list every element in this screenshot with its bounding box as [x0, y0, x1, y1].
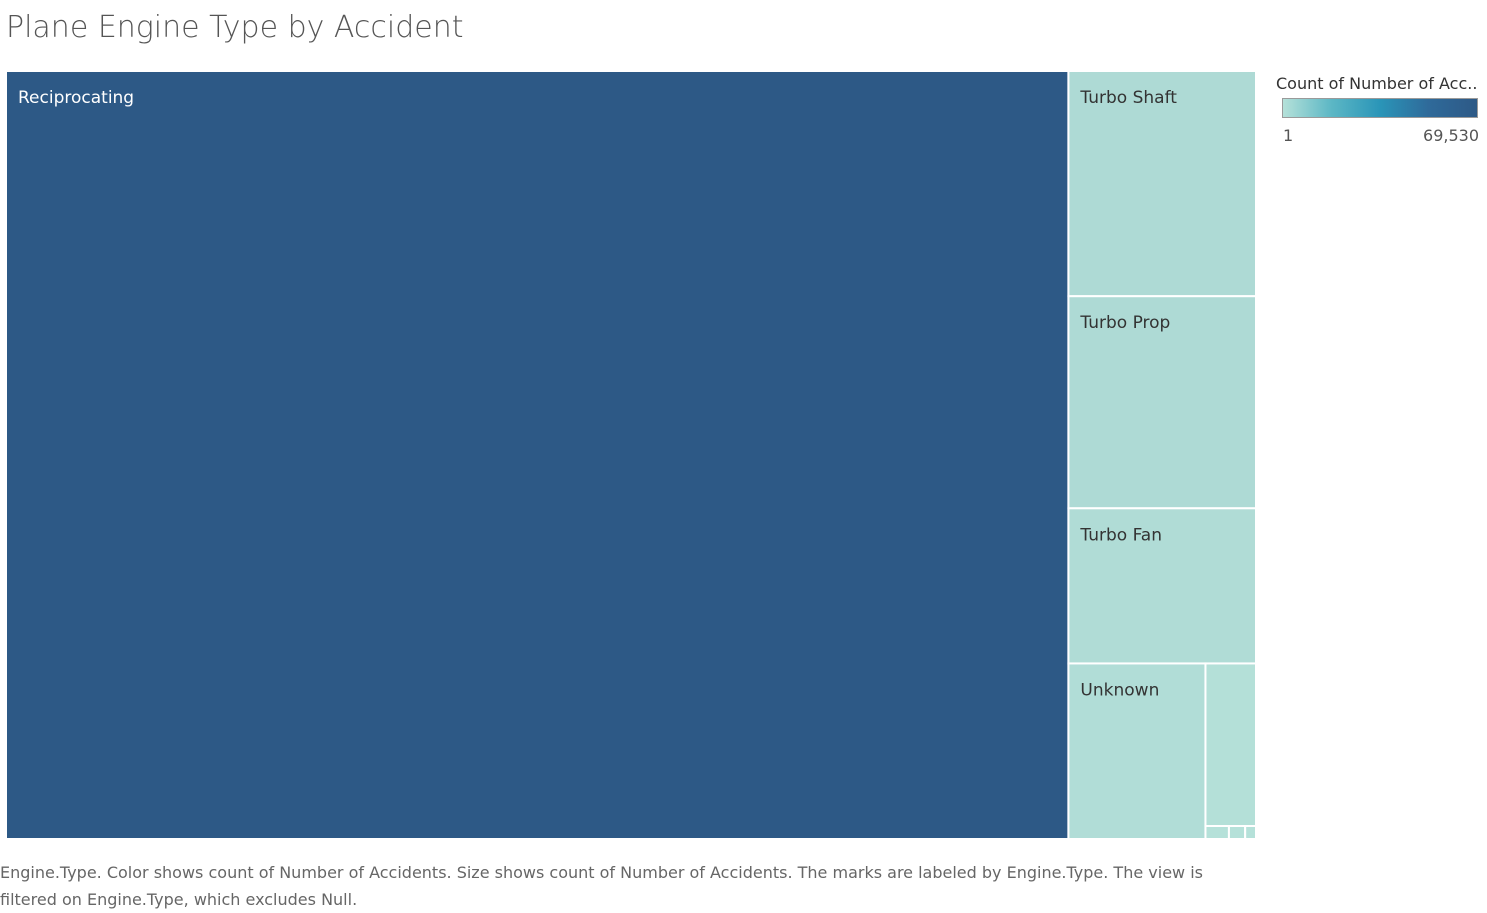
legend-scale: 1 69,530	[1283, 126, 1479, 146]
chart-title: Plane Engine Type by Accident	[6, 10, 464, 45]
treemap-cell-reciprocating[interactable]	[5, 70, 1070, 840]
treemap-cell-unlabeled-6[interactable]	[1204, 824, 1230, 841]
legend-min-label: 1	[1283, 126, 1294, 145]
treemap-label-turbo-shaft: Turbo Shaft	[1079, 88, 1177, 108]
legend-color-ramp	[1282, 98, 1478, 118]
treemap-cell-unlabeled-8[interactable]	[1244, 824, 1258, 841]
treemap-label-turbo-prop: Turbo Prop	[1079, 313, 1170, 333]
color-legend: Count of Number of Acc.. 1 69,530	[1276, 74, 1484, 146]
chart-caption: Engine.Type. Color shows count of Number…	[0, 863, 1203, 909]
treemap-label-unknown: Unknown	[1080, 680, 1159, 700]
legend-max-label: 69,530	[1423, 126, 1479, 145]
treemap-cell-unknown[interactable]	[1067, 662, 1207, 840]
treemap-label-reciprocating: Reciprocating	[18, 88, 134, 108]
treemap-cell-unlabeled-5[interactable]	[1204, 662, 1258, 827]
treemap-cell-turbo-fan[interactable]	[1067, 507, 1258, 665]
legend-title: Count of Number of Acc..	[1276, 74, 1478, 93]
treemap-cell-turbo-shaft[interactable]	[1067, 70, 1258, 298]
treemap-label-turbo-fan: Turbo Fan	[1079, 525, 1162, 545]
treemap-cell-unlabeled-7[interactable]	[1227, 824, 1247, 841]
treemap-cell-turbo-prop[interactable]	[1067, 295, 1258, 510]
